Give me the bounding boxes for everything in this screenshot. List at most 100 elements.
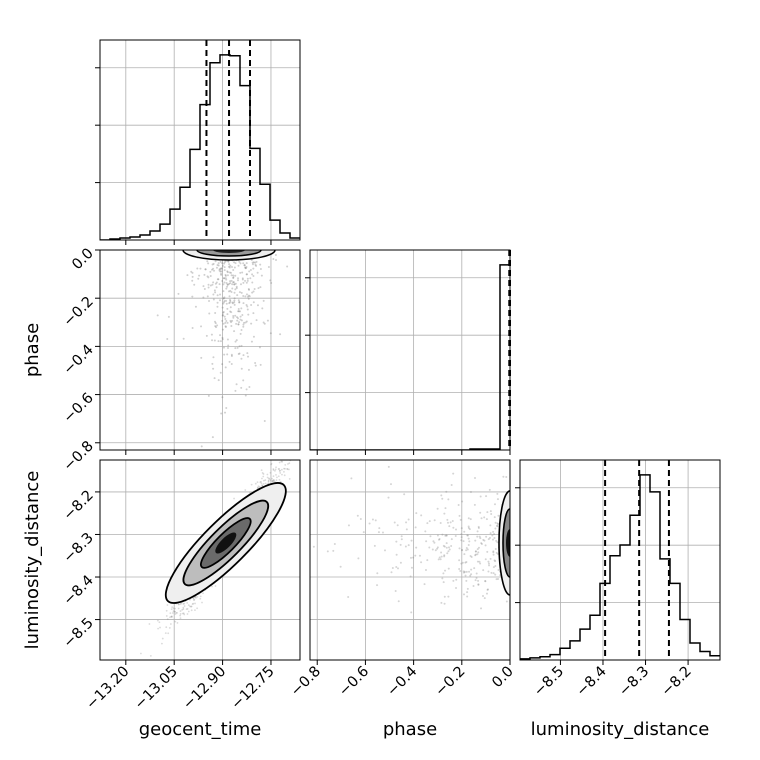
sample-point [262, 483, 265, 485]
sample-point [241, 277, 244, 280]
sample-point [228, 360, 231, 363]
sample-point [233, 283, 236, 286]
sample-point [433, 519, 436, 522]
sample-point [243, 264, 246, 267]
sample-point [230, 311, 233, 314]
sample-point [214, 260, 217, 263]
sample-point [209, 284, 212, 287]
sample-point [233, 291, 236, 294]
sample-point [221, 363, 224, 366]
sample-point [480, 517, 483, 520]
sample-point [279, 472, 282, 474]
sample-point [492, 550, 495, 553]
sample-point [477, 583, 480, 586]
y-axis-label-luminosity_distance: luminosity_distance [22, 471, 43, 650]
sample-point [478, 560, 481, 563]
sample-point [469, 518, 472, 521]
sample-point [425, 540, 428, 543]
sample-point [238, 352, 241, 355]
sample-point [473, 567, 476, 570]
sample-point [478, 535, 481, 538]
sample-point [238, 300, 241, 303]
sample-point [267, 480, 270, 483]
sample-point [216, 264, 219, 267]
sample-point [204, 268, 207, 271]
sample-point [486, 511, 489, 514]
sample-point [229, 319, 232, 322]
sample-point [266, 473, 269, 476]
sample-point [179, 613, 182, 615]
contour-core [506, 528, 510, 557]
x-tick-label: −8.5 [531, 664, 567, 700]
sample-point [221, 264, 224, 267]
sample-point [476, 530, 479, 533]
sample-point [217, 379, 220, 382]
sample-point [207, 283, 210, 286]
sample-point [156, 619, 159, 622]
sample-point [246, 308, 249, 311]
sample-point [260, 481, 262, 483]
sample-point [227, 260, 230, 263]
sample-point [446, 552, 449, 555]
hist-panel-luminosity_distance [515, 459, 721, 665]
sample-point [167, 632, 170, 635]
sample-point [488, 488, 491, 491]
sample-point [485, 518, 488, 521]
sample-point [270, 281, 273, 284]
sample-point [459, 569, 462, 572]
sample-point [368, 522, 371, 525]
sample-point [229, 298, 232, 301]
x-tick-label: 0.0 [489, 664, 517, 692]
sample-point [228, 282, 231, 285]
sample-point [239, 310, 242, 313]
sample-point [239, 318, 242, 321]
sample-point [428, 546, 431, 549]
sample-point [223, 296, 226, 299]
sample-point [433, 541, 436, 544]
sample-point [232, 281, 235, 284]
sample-point [461, 549, 464, 552]
sample-point [468, 540, 471, 543]
sample-point [223, 262, 226, 265]
sample-point [440, 494, 443, 497]
sample-point [436, 507, 439, 510]
sample-point [278, 468, 281, 470]
sample-point [240, 307, 243, 310]
sample-point [247, 313, 250, 316]
sample-point [256, 304, 259, 307]
sample-point [236, 346, 239, 349]
panel-frame [309, 459, 511, 661]
sample-point [169, 612, 172, 615]
sample-point [267, 480, 270, 482]
sample-point [269, 471, 272, 474]
sample-point [219, 371, 222, 374]
sample-point [467, 517, 470, 520]
sample-point [268, 477, 270, 480]
sample-point [234, 340, 237, 343]
sample-point [211, 283, 214, 286]
x-tick-label: −13.05 [132, 664, 181, 713]
sample-point [231, 283, 234, 286]
sample-point [212, 262, 215, 265]
y-tick-label: −0.2 [61, 294, 97, 330]
sample-point [286, 468, 289, 470]
sample-point [230, 274, 233, 277]
sample-point [418, 554, 421, 557]
sample-point [252, 267, 255, 270]
sample-point [179, 614, 182, 617]
sample-point [252, 335, 255, 338]
sample-point [272, 468, 275, 470]
sample-point [238, 260, 241, 263]
sample-point [269, 332, 272, 335]
sample-point [277, 468, 280, 470]
sample-point [272, 480, 274, 483]
sample-point [439, 522, 442, 525]
sample-point [191, 326, 194, 329]
sample-point [278, 478, 281, 481]
sample-point [410, 611, 413, 614]
sample-point [191, 275, 194, 278]
sample-point [226, 307, 229, 310]
sample-point [496, 541, 499, 544]
sample-point [247, 294, 250, 297]
sample-point [254, 482, 257, 485]
